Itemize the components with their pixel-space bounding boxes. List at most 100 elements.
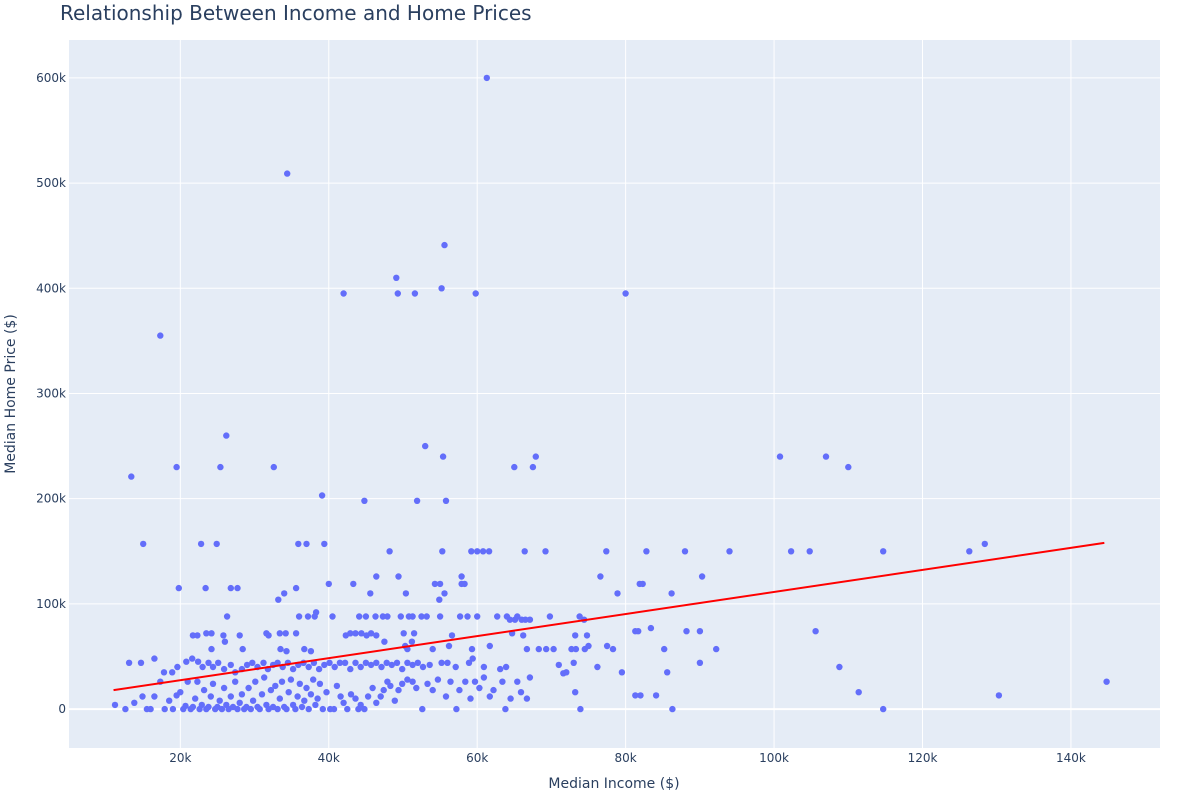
data-point — [316, 680, 324, 687]
data-point — [347, 691, 355, 698]
data-point — [276, 630, 283, 637]
data-point — [283, 648, 290, 655]
data-point — [532, 453, 539, 460]
data-point — [307, 648, 315, 655]
data-point — [546, 613, 554, 620]
data-point — [177, 689, 184, 696]
data-point — [301, 697, 308, 704]
data-point — [402, 590, 410, 597]
data-point — [431, 580, 439, 588]
data-point — [468, 645, 476, 653]
data-point — [456, 686, 463, 694]
data-point — [274, 705, 281, 713]
data-point — [497, 665, 504, 673]
data-point — [369, 684, 376, 692]
data-point — [696, 659, 704, 666]
data-point — [393, 274, 400, 281]
data-point — [408, 638, 416, 645]
data-point — [361, 497, 368, 504]
y-axis-label: Median Home Price ($) — [3, 314, 19, 474]
data-point — [380, 686, 387, 694]
data-point — [622, 290, 629, 297]
data-point — [474, 613, 481, 620]
data-point — [194, 658, 202, 665]
x-tick-label: 140k — [1056, 751, 1086, 765]
data-point — [465, 659, 473, 666]
data-point — [221, 638, 229, 645]
data-point — [217, 463, 224, 471]
data-point — [352, 630, 359, 637]
data-point — [192, 695, 199, 702]
data-point — [668, 590, 675, 597]
data-point — [434, 676, 442, 683]
trendline-group — [113, 541, 1105, 692]
data-point — [182, 702, 189, 710]
data-point — [336, 659, 344, 666]
data-point — [207, 693, 214, 700]
data-point — [333, 682, 341, 690]
data-point — [183, 658, 190, 665]
data-point — [314, 695, 321, 702]
data-point — [597, 573, 604, 580]
data-point — [468, 548, 475, 555]
data-point — [111, 701, 119, 709]
data-point — [347, 665, 354, 673]
y-tick-label: 100k — [36, 597, 66, 611]
data-point — [439, 453, 447, 460]
data-point — [220, 632, 227, 639]
data-point — [483, 74, 490, 82]
data-point — [258, 691, 266, 698]
data-point — [379, 613, 387, 620]
data-point — [452, 663, 459, 671]
data-point — [367, 590, 374, 597]
data-point — [438, 285, 445, 292]
data-point — [419, 705, 426, 713]
data-point — [270, 463, 277, 471]
data-point — [295, 613, 303, 620]
data-point — [267, 686, 275, 694]
data-point — [436, 613, 444, 620]
data-point — [485, 548, 493, 555]
data-point — [311, 613, 318, 620]
data-point — [303, 540, 310, 548]
data-point — [397, 613, 404, 620]
data-point — [256, 705, 263, 713]
data-point — [312, 701, 319, 709]
data-point — [681, 548, 689, 555]
data-point — [399, 680, 406, 687]
data-point — [139, 693, 146, 700]
data-point — [436, 580, 444, 588]
data-point — [632, 692, 639, 699]
data-point — [469, 655, 476, 662]
data-point — [521, 548, 528, 555]
data-point — [572, 632, 579, 639]
data-point — [189, 703, 197, 711]
data-point — [321, 661, 328, 669]
data-point — [453, 705, 460, 713]
data-point — [227, 693, 234, 700]
data-point — [310, 676, 317, 683]
data-point — [249, 697, 257, 704]
data-point — [347, 630, 354, 637]
data-point — [357, 701, 364, 709]
data-point — [652, 692, 660, 699]
data-point — [572, 689, 579, 696]
data-point — [822, 453, 830, 460]
data-point — [395, 686, 402, 694]
data-point — [643, 548, 650, 555]
data-point — [981, 540, 988, 548]
data-point — [614, 590, 621, 597]
data-point — [236, 632, 243, 639]
data-point — [352, 695, 359, 702]
y-tick-label: 600k — [36, 71, 66, 85]
data-point — [344, 705, 351, 713]
data-point — [261, 674, 268, 681]
data-point — [194, 678, 201, 685]
data-point — [216, 697, 223, 704]
data-point — [227, 584, 234, 592]
data-point — [175, 584, 182, 592]
data-point — [520, 632, 527, 639]
data-point — [479, 548, 487, 555]
